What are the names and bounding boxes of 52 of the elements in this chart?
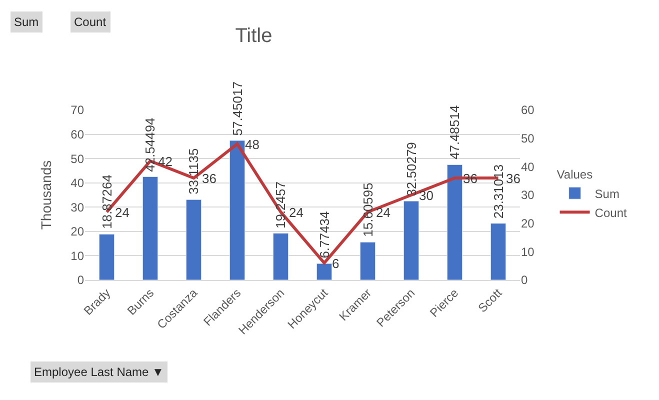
bar: [403, 200, 420, 280]
y-tick-label: 70: [70, 103, 84, 118]
data-label: 15.60595: [360, 182, 376, 237]
y2-tick-label: 10: [521, 244, 535, 259]
data-label: 33.1135: [186, 148, 202, 194]
bar: [446, 164, 463, 280]
legend-label: Count: [594, 206, 628, 220]
y2-tick-label: 0: [521, 273, 528, 288]
data-label: 48: [245, 137, 260, 152]
data-label: 32.50279: [404, 142, 420, 196]
bar: [316, 263, 332, 280]
data-label: 30: [419, 188, 434, 203]
bar: [142, 176, 158, 280]
bar: [229, 140, 246, 280]
legend-title: Values: [556, 168, 593, 182]
data-label: 36: [202, 171, 216, 186]
bar: [272, 233, 289, 280]
data-label: 36: [506, 171, 520, 186]
text: Count: [74, 15, 107, 29]
legend-label: Sum: [594, 186, 620, 201]
bar: [186, 199, 202, 280]
y-tick-label: 60: [70, 127, 84, 142]
y-tick-label: 50: [70, 152, 84, 166]
data-label: 6: [332, 256, 340, 271]
data-label: 24: [115, 205, 130, 220]
y2-tick-label: 60: [521, 103, 535, 118]
data-label: 24: [289, 205, 304, 220]
bar: [98, 234, 115, 280]
y-tick-label: 10: [70, 248, 84, 263]
data-label: 47.48514: [447, 105, 462, 160]
data-label: 19.2457: [272, 182, 288, 229]
y-tick-label: 0: [77, 273, 84, 288]
y2-tick-label: 50: [521, 132, 535, 146]
chart-title: Title: [235, 25, 272, 47]
data-label: 6.77434: [317, 211, 332, 258]
y2-tick-label: 20: [521, 216, 535, 231]
data-label: 57.45017: [230, 81, 245, 136]
bar: [360, 242, 376, 280]
text: Sum: [14, 15, 39, 29]
y-tick-label: 40: [70, 176, 84, 190]
y-tick-label: 30: [70, 200, 84, 214]
bar: [490, 223, 506, 280]
y2-tick-label: 40: [521, 160, 535, 174]
y-axis-title: Thousands: [38, 160, 54, 230]
data-label: 42.54494: [142, 118, 158, 172]
data-label: 18.87264: [100, 174, 115, 229]
data-label: 23.31013: [490, 164, 506, 219]
y2-tick-label: 30: [521, 188, 535, 202]
data-label: 42: [158, 154, 172, 169]
y-tick-label: 20: [70, 224, 84, 239]
text: Employee Last Name ▼: [34, 365, 164, 379]
data-label: 24: [376, 205, 390, 220]
